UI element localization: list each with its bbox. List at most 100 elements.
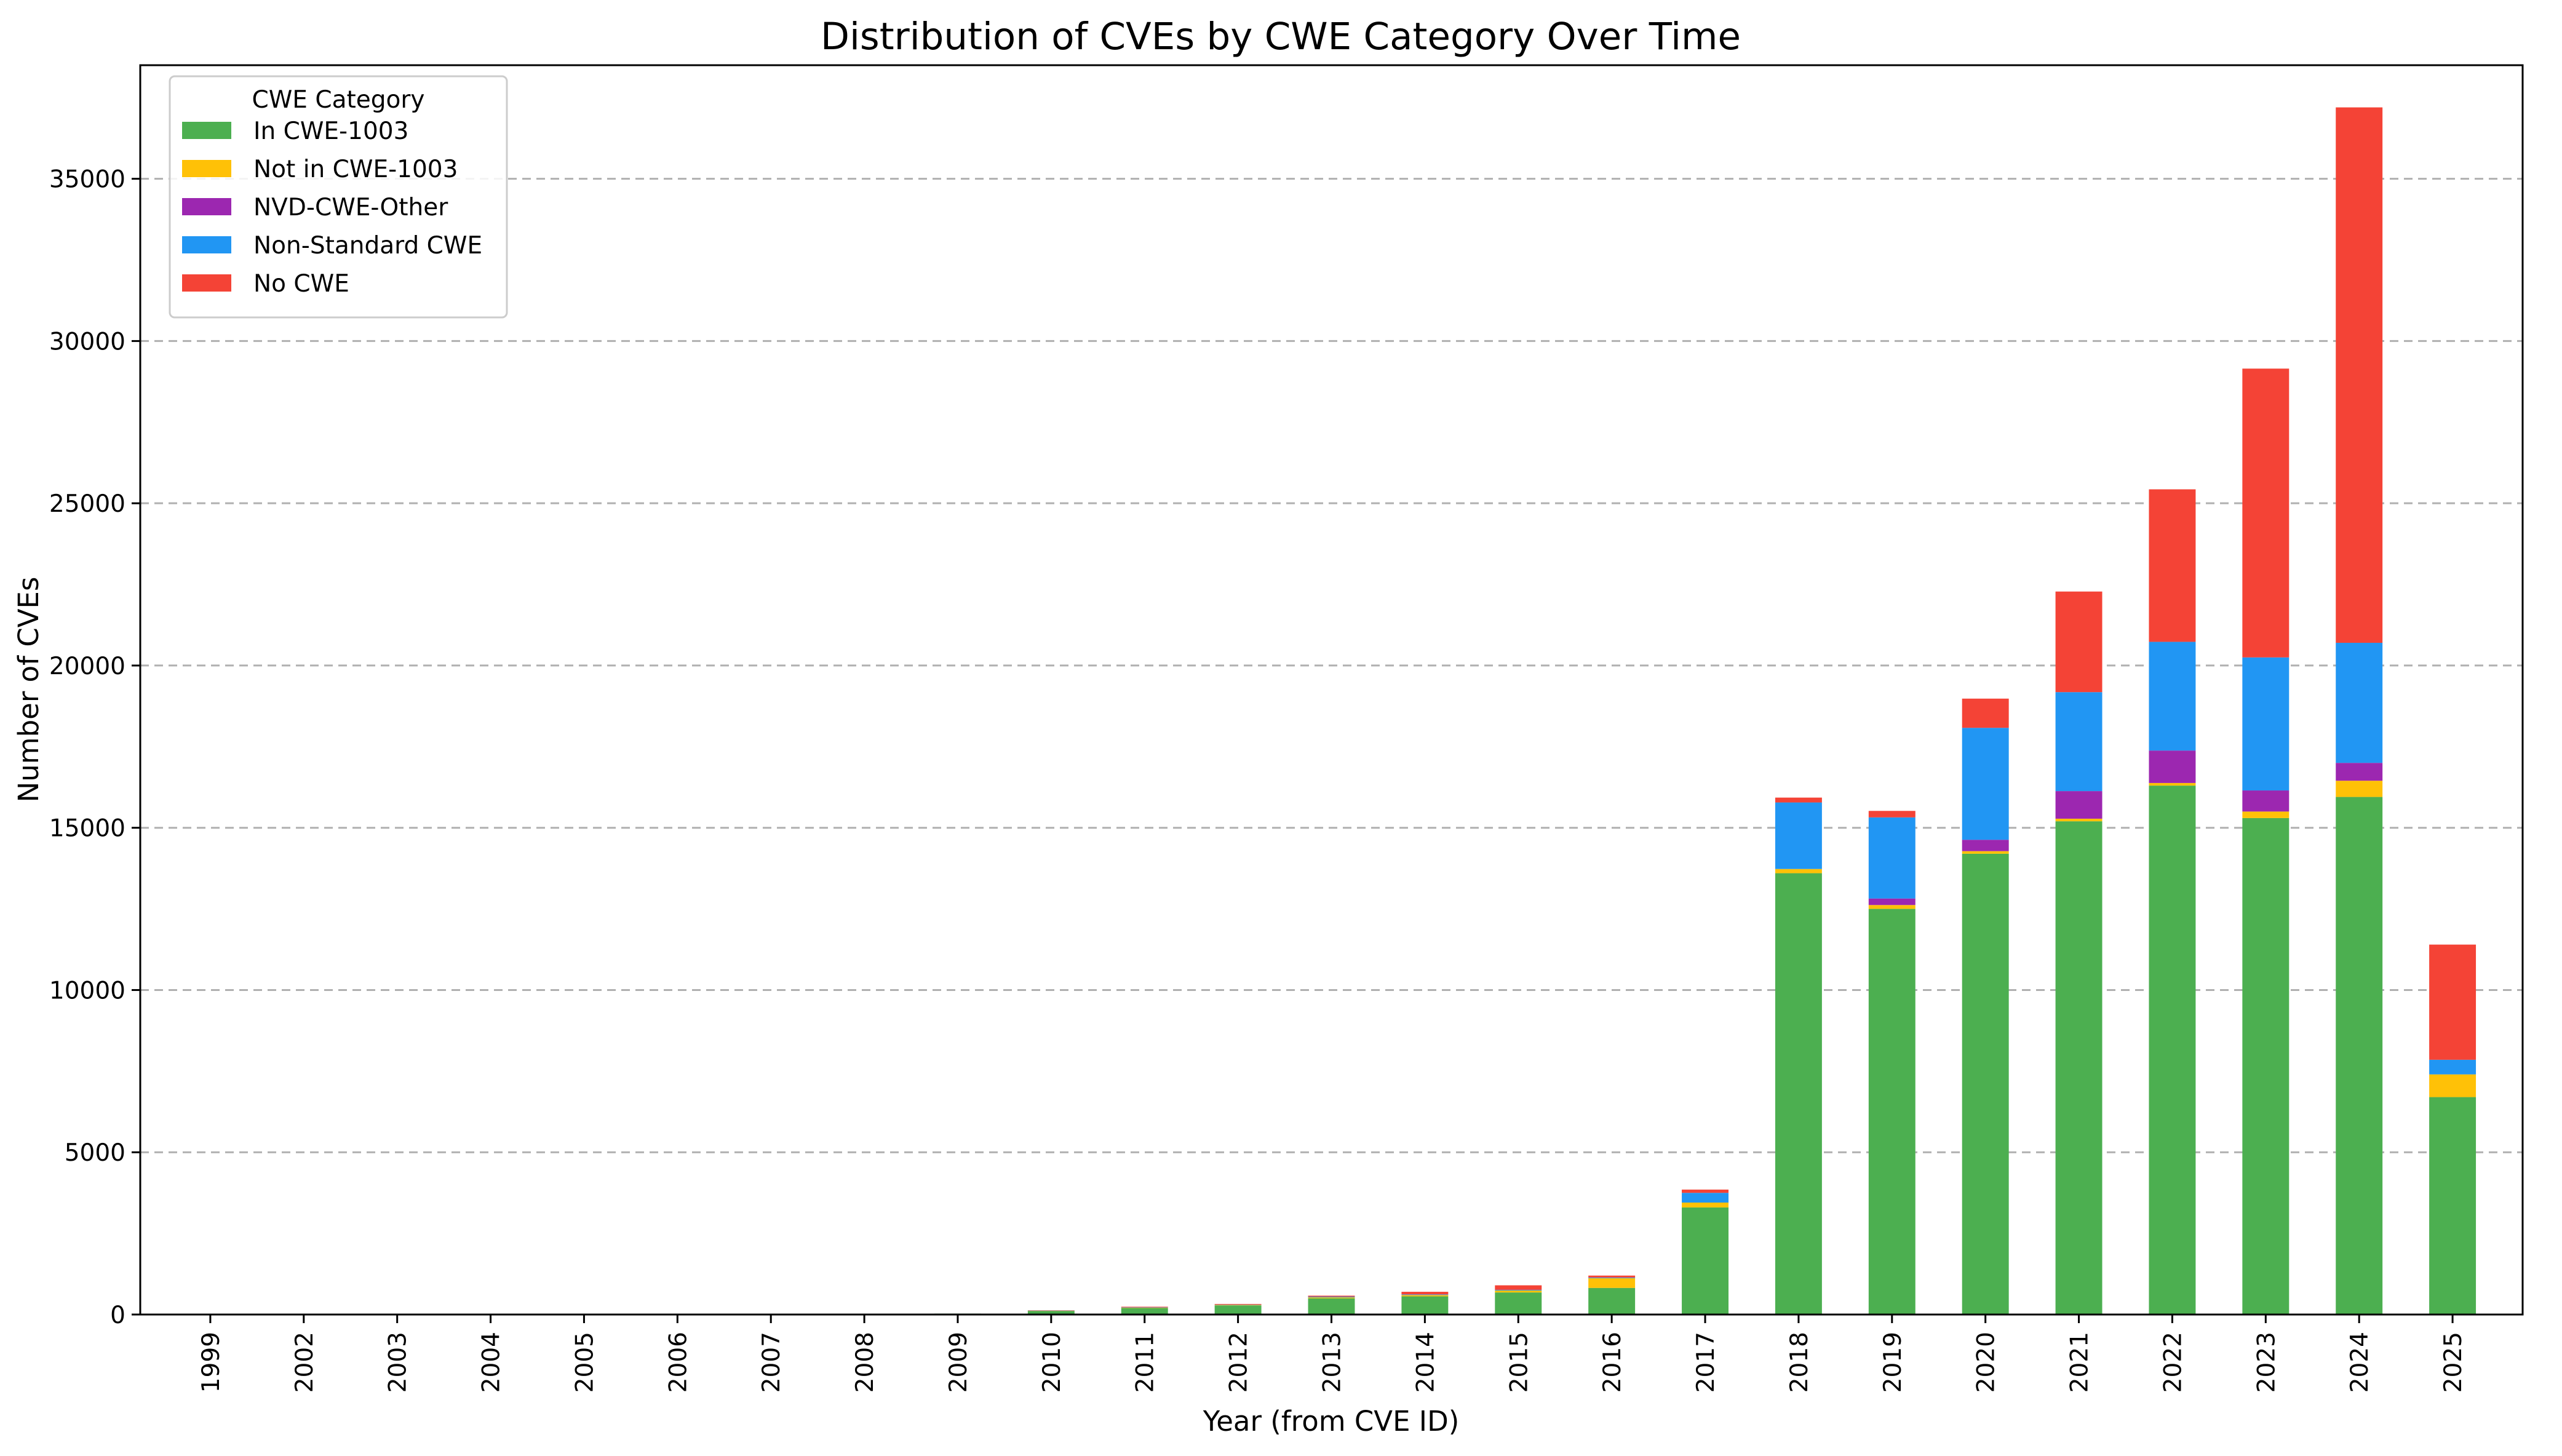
bar-segment	[1588, 1287, 1636, 1315]
bar-segment	[2429, 1074, 2476, 1097]
grid-lines	[140, 178, 2523, 1316]
bar-segment	[1962, 728, 2009, 840]
y-tick-label: 35000	[49, 166, 125, 194]
bar-segment	[2242, 657, 2289, 791]
bar-segment	[2055, 791, 2103, 819]
bar-segment	[1495, 1290, 1542, 1293]
bar-segment	[2149, 786, 2196, 1315]
bar-segment	[1868, 909, 1916, 1315]
bar-segment	[1121, 1308, 1168, 1315]
bar-segment	[2242, 368, 2289, 658]
x-tick-label: 2022	[2159, 1332, 2187, 1393]
bar-segment	[1775, 797, 1822, 803]
x-tick-label: 1999	[197, 1332, 225, 1393]
bar-segment	[2429, 1097, 2476, 1315]
x-tick-label: 2015	[1505, 1332, 1533, 1393]
bar-segment	[1308, 1297, 1355, 1299]
x-tick-label: 2008	[851, 1332, 879, 1393]
bar-segment	[1495, 1292, 1542, 1315]
bar-segment	[1682, 1193, 1729, 1203]
bar-segment	[2336, 107, 2383, 643]
bar-segment	[1962, 840, 2009, 851]
x-tick-label: 2017	[1692, 1332, 1720, 1393]
x-tick-label: 2003	[384, 1332, 412, 1393]
x-axis-label: Year (from CVE ID)	[1203, 1405, 1460, 1438]
bar-segment	[2055, 818, 2103, 822]
bar-segment	[1682, 1189, 1729, 1193]
x-tick-label: 2011	[1132, 1332, 1160, 1393]
legend-swatch	[182, 236, 231, 253]
bar-segment	[1775, 873, 1822, 1315]
legend-swatch	[182, 122, 231, 139]
y-tick-label: 25000	[49, 490, 125, 518]
y-tick-label: 15000	[49, 815, 125, 843]
y-tick-label: 20000	[49, 653, 125, 680]
bar-segment	[1401, 1296, 1449, 1315]
bar-segment	[1775, 869, 1822, 873]
x-tick-label: 2012	[1225, 1332, 1253, 1393]
bar-segment	[1962, 853, 2009, 1315]
x-tick-label: 2021	[2066, 1332, 2094, 1393]
bar-segment	[2149, 642, 2196, 751]
bar-segment	[2149, 782, 2196, 786]
y-axis-ticks: 0 5000 10000 15000 20000 25000 30000 35000	[49, 166, 140, 1329]
bar-segment	[2429, 944, 2476, 1060]
bar-segment	[2242, 811, 2289, 818]
x-tick-label: 2023	[2253, 1332, 2280, 1393]
x-tick-label: 2019	[1879, 1332, 1907, 1393]
bar-segment	[1588, 1278, 1636, 1288]
x-tick-label: 2007	[758, 1332, 786, 1393]
x-tick-label: 2010	[1038, 1332, 1066, 1393]
legend: CWE Category In CWE-1003 Not in CWE-1003 N…	[169, 75, 508, 319]
bar-segment	[1775, 802, 1822, 869]
x-tick-label: 2005	[571, 1332, 599, 1393]
y-tick-label: 0	[110, 1302, 125, 1329]
legend-entry: Non-Standard CWE	[253, 232, 482, 260]
x-tick-label: 2002	[291, 1332, 319, 1393]
y-tick-label: 5000	[65, 1139, 125, 1167]
bar-segment	[2336, 643, 2383, 763]
y-axis-label: Number of CVEs	[12, 577, 45, 803]
bar-segment	[2055, 591, 2103, 693]
bar-segment	[1962, 851, 2009, 854]
bar-segment	[1588, 1275, 1636, 1278]
y-tick-label: 10000	[49, 977, 125, 1004]
bar-segment	[1868, 811, 1916, 818]
chart-title: Distribution of CVEs by CWE Category Ove…	[821, 15, 1741, 58]
bar-segment	[2336, 763, 2383, 781]
bar-segment	[1682, 1207, 1729, 1315]
bar-segment	[1401, 1292, 1449, 1295]
x-tick-label: 2025	[2440, 1332, 2467, 1393]
bar-segment	[2336, 797, 2383, 1315]
x-tick-label: 2018	[1786, 1332, 1813, 1393]
bar-segment	[1962, 698, 2009, 728]
x-tick-label: 2004	[478, 1332, 506, 1393]
bar-segment	[1214, 1303, 1262, 1305]
x-axis-ticks: 1999 2002 2003 2004 2005 2006 2007 2008 2009 2010…	[197, 1315, 2467, 1393]
bar-segment	[1027, 1310, 1075, 1311]
x-tick-label: 2020	[1973, 1332, 2000, 1393]
x-tick-label: 2009	[945, 1332, 973, 1393]
bar-segment	[2149, 489, 2196, 642]
legend-swatch	[182, 198, 231, 215]
bar-segment	[2149, 750, 2196, 783]
legend-box	[169, 75, 508, 319]
bar-segment	[1214, 1305, 1262, 1315]
legend-items: In CWE-1003 Not in CWE-1003 NVD-CWE-Other N…	[182, 117, 482, 298]
legend-entry: No CWE	[253, 270, 349, 298]
bar-segment	[1401, 1294, 1449, 1295]
bar-segment	[2055, 692, 2103, 792]
bar-segment	[1495, 1285, 1542, 1290]
bar-segment	[2242, 818, 2289, 1315]
legend-entry: Not in CWE-1003	[253, 156, 458, 183]
bar-segment	[2242, 790, 2289, 812]
bar-segment	[1868, 905, 1916, 909]
bar-segment	[1308, 1295, 1355, 1297]
x-tick-label: 2014	[1412, 1332, 1439, 1393]
x-tick-label: 2013	[1319, 1332, 1347, 1393]
bar-segment	[2055, 821, 2103, 1315]
bar-segment	[1682, 1203, 1729, 1207]
legend-entry: NVD-CWE-Other	[253, 194, 448, 221]
bar-segment	[2429, 1059, 2476, 1075]
